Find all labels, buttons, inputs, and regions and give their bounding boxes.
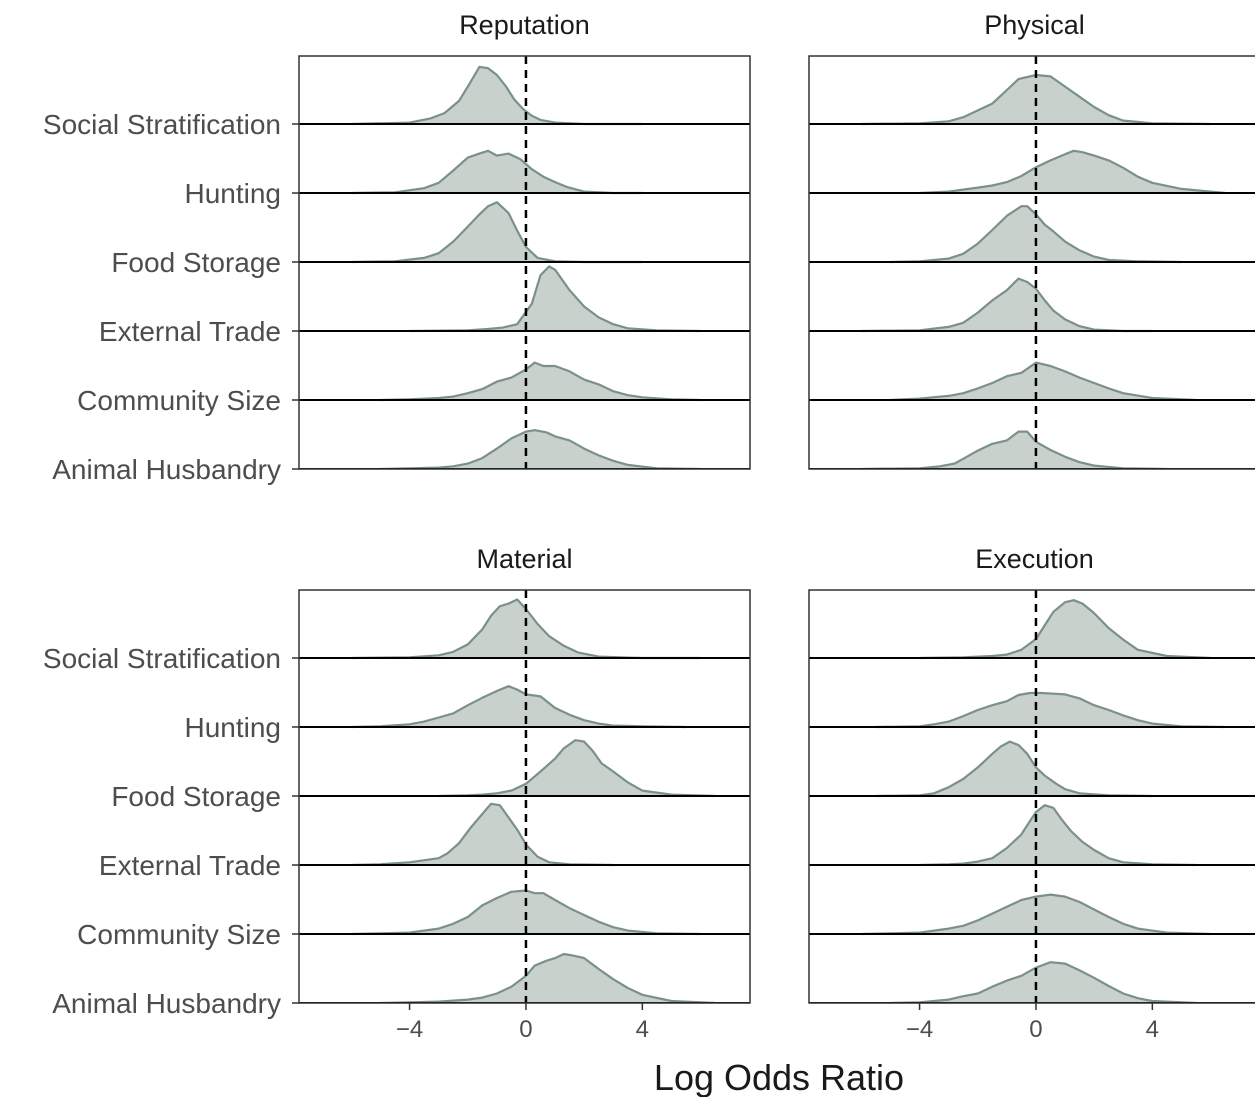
- density-curve-community-size: [380, 361, 701, 402]
- density-area-animal-husbandry: [809, 431, 1255, 469]
- density-curve-external-trade: [919, 804, 1197, 867]
- density-curve-external-trade: [861, 277, 1153, 333]
- panel-reputation: Reputation Social Stratification Hunting Fo…: [43, 10, 751, 485]
- density-area-animal-husbandry: [299, 430, 750, 469]
- density-area-social-stratification: [299, 599, 750, 658]
- density-area-community-size: [809, 362, 1255, 400]
- density-curve-social-stratification: [351, 65, 643, 126]
- density-curve-animal-husbandry: [380, 429, 701, 469]
- x-tick-label: −4: [906, 1016, 933, 1043]
- panel-execution: Execution −4 0 4: [808, 544, 1255, 1043]
- y-axis-label: External Trade: [99, 850, 281, 881]
- density-area-external-trade: [809, 278, 1255, 331]
- density-curve-animal-husbandry: [380, 952, 716, 1003]
- density-curve-social-stratification: [919, 599, 1211, 660]
- x-tick-label: −4: [396, 1016, 423, 1043]
- density-area-social-stratification: [809, 600, 1255, 658]
- panel-title: Execution: [975, 544, 1094, 574]
- density-curve-food-storage: [875, 740, 1153, 798]
- density-curve-food-storage: [351, 201, 643, 264]
- density-area-food-storage: [299, 202, 750, 262]
- y-axis-label: Community Size: [77, 385, 281, 416]
- y-axis-label: Food Storage: [111, 781, 281, 812]
- panel-border: [808, 589, 1255, 1004]
- density-area-hunting: [809, 150, 1255, 193]
- density-area-social-stratification: [809, 75, 1255, 124]
- density-curve-hunting: [351, 685, 687, 729]
- density-curve-hunting: [875, 691, 1226, 729]
- panel-border: [808, 55, 1255, 470]
- density-area-animal-husbandry: [299, 954, 750, 1003]
- y-axis-label: Hunting: [184, 178, 281, 209]
- panel-physical: Physical: [808, 10, 1255, 470]
- density-area-hunting: [299, 150, 750, 193]
- density-curve-hunting: [919, 149, 1226, 195]
- density-curve-external-trade: [351, 802, 614, 867]
- ridges: [809, 73, 1255, 469]
- y-axis-label: Food Storage: [111, 247, 281, 278]
- density-area-external-trade: [299, 803, 750, 865]
- panels-layer: Reputation Social Stratification Hunting Fo…: [43, 10, 1255, 1043]
- x-axis-title: Log Odds Ratio: [654, 1057, 904, 1097]
- x-tick-label: 0: [1029, 1016, 1042, 1043]
- density-area-community-size: [299, 362, 750, 400]
- panel-title: Reputation: [459, 10, 590, 40]
- density-area-animal-husbandry: [809, 962, 1255, 1003]
- density-curve-food-storage: [890, 205, 1182, 264]
- y-axis-label: External Trade: [99, 316, 281, 347]
- density-curve-external-trade: [409, 265, 701, 333]
- density-curve-animal-husbandry: [890, 961, 1197, 1003]
- ridges: [299, 65, 750, 469]
- density-curve-hunting: [351, 149, 643, 195]
- density-curve-community-size: [890, 361, 1197, 402]
- panel-title: Physical: [984, 10, 1085, 40]
- y-axis-label: Community Size: [77, 919, 281, 950]
- y-axis-label: Social Stratification: [43, 643, 281, 674]
- density-area-food-storage: [809, 206, 1255, 262]
- density-area-community-size: [299, 890, 750, 934]
- y-axis-label: Animal Husbandry: [52, 988, 281, 1019]
- density-area-community-size: [809, 894, 1255, 934]
- y-axis-label: Animal Husbandry: [52, 454, 281, 485]
- density-area-hunting: [299, 686, 750, 727]
- y-axis-label: Social Stratification: [43, 109, 281, 140]
- y-axis-label: Hunting: [184, 712, 281, 743]
- density-curve-food-storage: [438, 739, 716, 798]
- density-curve-social-stratification: [351, 598, 701, 660]
- density-area-food-storage: [299, 740, 750, 796]
- ridges: [809, 599, 1255, 1003]
- density-curve-animal-husbandry: [861, 430, 1167, 469]
- panel-material: Material Social Stratification Hunting Food…: [43, 544, 751, 1043]
- x-tick-label: 0: [519, 1016, 532, 1043]
- ridges: [299, 598, 750, 1003]
- density-area-external-trade: [809, 805, 1255, 865]
- panel-title: Material: [476, 544, 572, 574]
- density-area-hunting: [809, 693, 1255, 727]
- density-area-external-trade: [299, 266, 750, 331]
- density-curve-community-size: [861, 893, 1211, 936]
- density-area-social-stratification: [299, 66, 750, 124]
- x-tick-label: 4: [636, 1016, 649, 1043]
- x-tick-label: 4: [1146, 1016, 1159, 1043]
- density-area-food-storage: [809, 741, 1255, 796]
